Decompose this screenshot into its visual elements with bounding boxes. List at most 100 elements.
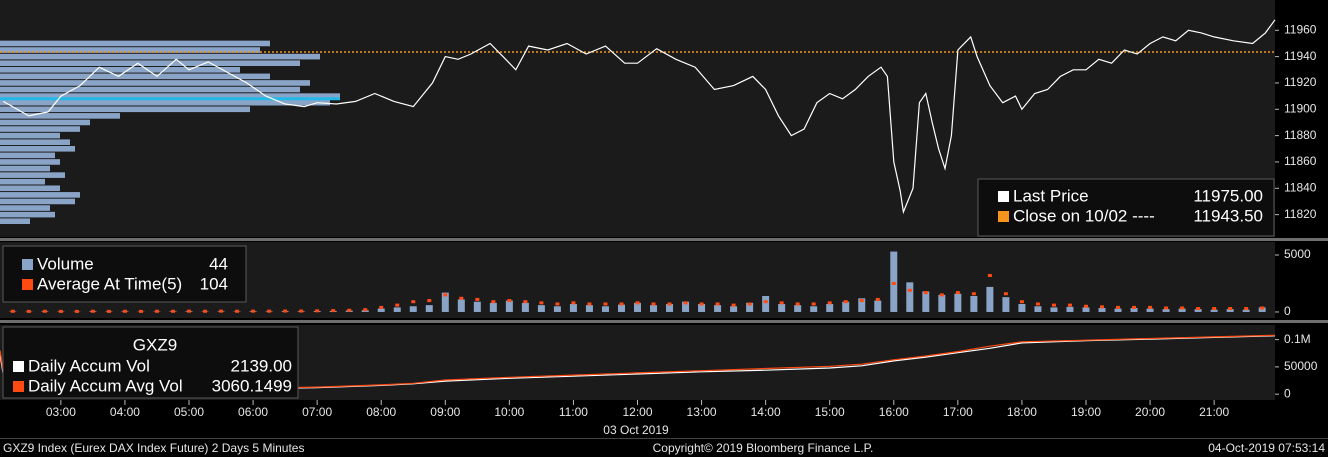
average-marker [731,303,736,307]
average-marker [1051,303,1056,307]
average-marker [747,302,752,306]
volume-bar [986,286,994,312]
y-tick-label: 11900 [1284,101,1317,115]
legend-label: Volume [37,254,94,273]
legends: Last Price 11975.00 Close on 10/02 ---- 119… [13,186,1263,395]
x-tick-label: 11:00 [559,405,588,419]
volume-bar [537,305,545,312]
volume-bar [1258,307,1266,312]
average-marker [315,309,320,313]
volume-bar [1146,308,1154,312]
average-marker [219,309,224,313]
profile-bar [0,185,60,192]
volume-bar [521,302,529,312]
volume-bar [1226,309,1234,312]
profile-bar [0,93,340,99]
y-tick-label: 5000 [1284,247,1311,261]
volume-bar [794,305,802,312]
average-marker [10,309,15,313]
volume-bar [1066,306,1074,312]
x-tick-label: 13:00 [687,405,717,419]
volume-bar [489,302,497,312]
volume-bar [1178,308,1186,312]
footer-right: 04-Oct-2019 07:53:14 [1208,441,1325,455]
volume-bar [682,301,690,312]
volume-bar [890,251,898,312]
volume-bar [441,292,449,312]
average-marker [154,309,159,313]
y-tick-label: 11840 [1284,180,1317,194]
x-tick-label: 17:00 [943,405,973,419]
average-marker [427,299,432,303]
legend-value: 3060.1499 [212,376,292,395]
profile-bar [0,73,270,80]
volume-bar [842,301,850,312]
legend-box [2,326,299,399]
x-tick-label: 12:00 [622,405,652,419]
legend-value: 11975.00 [1193,186,1263,205]
volume-bar [1210,309,1218,312]
volume-bar [762,296,770,312]
profile-bar [0,159,60,165]
average-marker [1148,305,1153,309]
x-tick-label: 05:00 [174,405,204,419]
volume-bar [1130,307,1138,312]
average-marker [603,302,608,306]
average-marker [74,309,79,313]
volume-bar [826,303,834,312]
profile-bar [0,126,80,132]
legend-value: 2139.00 [231,356,292,375]
legend-swatch [13,381,24,392]
average-marker [170,309,175,313]
average-marker [443,293,448,297]
legend-label: Daily Accum Vol [28,356,150,375]
x-tick-label: 07:00 [302,405,332,419]
volume-bar [585,305,593,312]
x-tick-label: 10:00 [494,405,524,419]
average-marker [299,309,304,313]
profile-bar [0,152,55,159]
average-marker [203,309,208,313]
average-marker [923,291,928,295]
volume-bar [553,306,561,312]
profile-bar [0,205,50,211]
volume-bar [1162,309,1170,312]
volume-bar [617,304,625,312]
profile-bar [0,165,50,172]
y-tick-label: 11960 [1284,22,1317,36]
profile-bar [0,192,80,198]
x-tick-label: 08:00 [366,405,396,419]
y-tick-label: 11920 [1284,75,1317,89]
volume-bar [1114,308,1122,312]
volume-bar [1050,307,1058,312]
volume-bar [1242,309,1250,312]
volume-bar [425,305,433,312]
average-marker [138,309,143,313]
volume-bar [457,299,465,312]
average-marker [1035,302,1040,306]
plots: 11820 11840 11860 11880 11900 11920 11940 11960… [0,19,1318,419]
legend-swatch [22,279,33,290]
x-tick-label: 03:00 [46,405,76,419]
x-tick-label: 04:00 [110,405,140,419]
y-tick-label: 11820 [1284,207,1317,221]
average-marker [875,297,880,301]
profile-bar [0,99,330,106]
average-marker [635,301,640,305]
volume-bar [634,302,641,312]
volume-bar [778,303,786,312]
average-marker [779,301,784,305]
profile-bar [0,178,45,185]
profile-bar [0,53,320,60]
volume-bar [714,305,722,312]
average-marker [571,301,576,305]
volume-bar [601,306,609,312]
average-marker [811,302,816,306]
average-marker [651,302,656,306]
volume-bar [1082,307,1090,312]
date-label: 03 Oct 2019 [603,423,669,437]
volume-bar [730,306,738,312]
volume-bar [569,303,577,312]
